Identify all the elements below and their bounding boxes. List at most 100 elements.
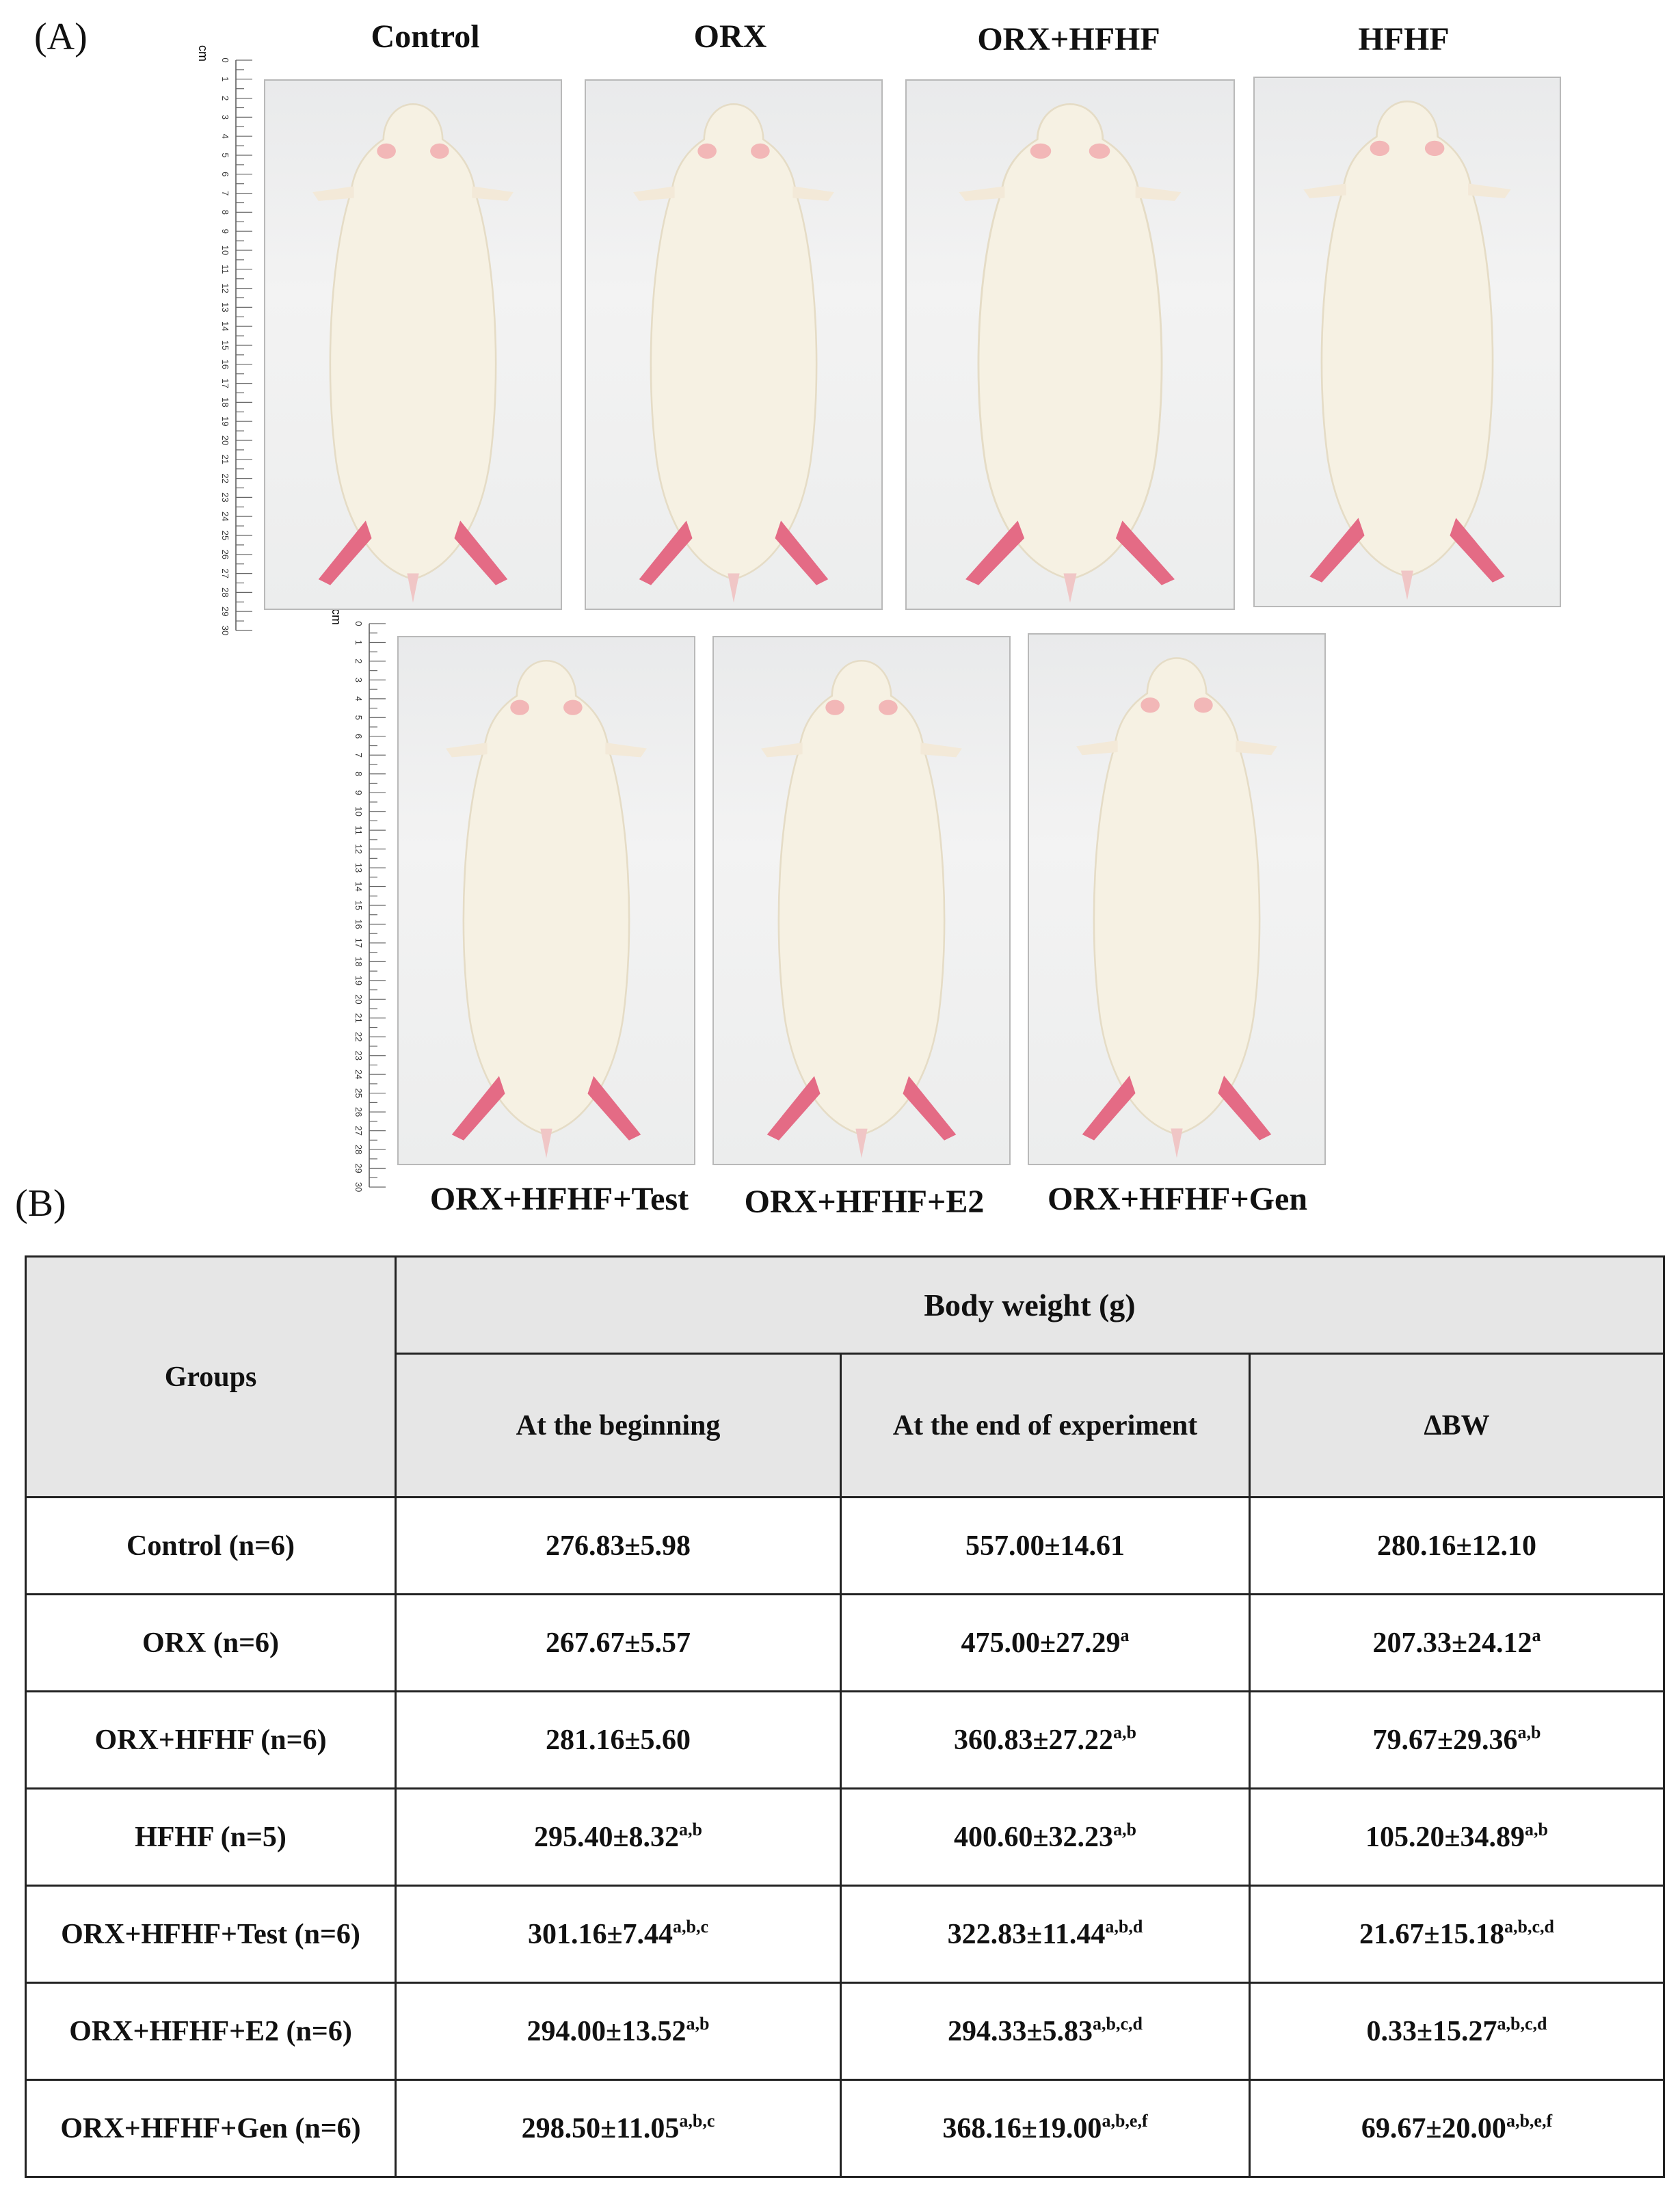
ruler-tick-label: 3 — [354, 678, 364, 682]
row-group-cell-value: Control (n=6) — [126, 1530, 295, 1562]
ruler-tick-label: 5 — [220, 152, 230, 157]
ruler-tick-label: 4 — [220, 134, 230, 139]
ruler-tick-label: 11 — [220, 265, 230, 274]
ruler-bottom: cm 0 1 2 3 4 5 6 7 8 9 10 11 12 13 14 15 16 17 18 19 20 21 22 23… — [328, 606, 390, 1208]
ruler-tick-label: 18 — [220, 397, 230, 407]
row-dbw-cell: 280.16±12.10 — [1249, 1496, 1665, 1595]
row-begin-cell: 295.40±8.32a,b — [395, 1787, 842, 1887]
row-group-cell-value: ORX+HFHF+Gen (n=6) — [60, 2112, 361, 2144]
ruler-tick-label: 18 — [354, 957, 364, 966]
row-begin-cell: 281.16±5.60 — [395, 1690, 842, 1790]
ruler-tick-label: 28 — [220, 587, 230, 597]
body-weight-table: Groups Body weight (g) At the beginning … — [25, 1255, 1665, 2178]
photo-control — [264, 79, 562, 610]
ruler-tick-label: 25 — [220, 531, 230, 540]
ruler-tick-label: 7 — [220, 191, 230, 196]
row-end-cell-value: 322.83±11.44 — [947, 1918, 1106, 1950]
ruler-tick-label: 14 — [220, 321, 230, 331]
col-header-end: At the end of experiment — [840, 1353, 1251, 1498]
row-begin-cell: 267.67±5.57 — [395, 1593, 842, 1692]
ruler-tick-label: 2 — [354, 658, 364, 663]
row-group-cell: ORX+HFHF+E2 (n=6) — [25, 1982, 397, 2081]
ruler-tick-label: 25 — [354, 1088, 364, 1098]
ruler-tick-label: 0 — [220, 57, 230, 62]
ruler-tick-label: 17 — [354, 938, 364, 948]
row-begin-cell-value: 295.40±8.32 — [533, 1821, 680, 1853]
ruler-tick-label: 10 — [220, 245, 230, 255]
ruler-unit-label: cm — [196, 45, 210, 62]
row-dbw-cell-value: 207.33±24.12 — [1372, 1627, 1532, 1659]
row-group-cell-value: ORX+HFHF (n=6) — [94, 1724, 327, 1756]
row-dbw-cell: 0.33±15.27a,b,c,d — [1249, 1982, 1665, 2081]
photo-orx-hfhf-test — [397, 636, 695, 1165]
table-row: ORX+HFHF+Gen (n=6) 298.50±11.05a,b,c 368.1… — [25, 2079, 1665, 2178]
photo-orx-hfhf — [905, 79, 1235, 610]
row-dbw-cell-value: 0.33±15.27 — [1366, 2015, 1497, 2047]
rat-silhouette — [1076, 657, 1277, 1158]
ruler-tick-label: 26 — [354, 1107, 364, 1117]
col-header-dbw: ΔBW — [1249, 1353, 1665, 1498]
table-row: ORX (n=6) 267.67±5.57 475.00±27.29a 207.33±… — [25, 1593, 1665, 1692]
row-dbw-cell: 21.67±15.18a,b,c,d — [1249, 1885, 1665, 1984]
ruler-tick-label: 13 — [220, 302, 230, 312]
ruler-top: cm 0 1 2 3 4 5 6 7 8 9 10 11 12 13 14 15 16 17 18 19 20 21 22 23… — [195, 42, 256, 651]
group-label-hfhf: HFHF — [1358, 21, 1450, 57]
row-dbw-cell-superscript: a — [1532, 1625, 1541, 1645]
ruler-tick-label: 15 — [354, 901, 364, 910]
table-row: ORX+HFHF (n=6) 281.16±5.60 360.83±27.22 a,b… — [25, 1690, 1665, 1790]
row-begin-cell: 276.83±5.98 — [395, 1496, 842, 1595]
ruler-tick-label: 27 — [220, 568, 230, 578]
row-end-cell-value: 294.33±5.83 — [947, 2015, 1093, 2047]
ruler-tick-label: 4 — [354, 696, 364, 701]
row-end-cell-value: 360.83±27.22 — [953, 1724, 1114, 1756]
ruler-tick-label: 24 — [220, 511, 230, 521]
row-begin-cell: 301.16±7.44a,b,c — [395, 1885, 842, 1984]
row-group-cell-value: HFHF (n=5) — [135, 1821, 286, 1853]
rat-silhouette — [761, 659, 962, 1158]
ruler-tick-label: 19 — [220, 416, 230, 426]
table-row: ORX+HFHF+Test (n=6) 301.16±7.44a,b,c 322.8… — [25, 1885, 1665, 1984]
table-row: Control (n=6) 276.83±5.98 557.00±14.61 280.… — [25, 1496, 1665, 1595]
row-end-cell-superscript: a,b,c,d — [1093, 2013, 1143, 2034]
ruler-tick-label: 1 — [354, 640, 364, 645]
row-dbw-cell-value: 69.67±20.00 — [1361, 2112, 1506, 2144]
row-dbw-cell-superscript: a,b — [1525, 1819, 1549, 1839]
ruler-tick-label: 5 — [354, 715, 364, 720]
ruler-tick-label: 17 — [220, 378, 230, 388]
row-begin-cell-value: 294.00±13.52 — [526, 2015, 686, 2047]
ruler-tick-label: 27 — [354, 1126, 364, 1135]
row-group-cell: ORX+HFHF+Test (n=6) — [25, 1885, 397, 1984]
row-dbw-cell: 69.67±20.00a,b,e,f — [1249, 2079, 1665, 2178]
ruler-tick-label: 22 — [220, 473, 230, 483]
row-dbw-cell-superscript: a,b,c,d — [1497, 2013, 1547, 2034]
row-begin-cell-value: 276.83±5.98 — [545, 1530, 691, 1562]
row-group-cell-value: ORX (n=6) — [142, 1627, 280, 1659]
group-label-orx-hfhf-gen: ORX+HFHF+Gen — [1047, 1181, 1308, 1217]
row-dbw-cell-value: 280.16±12.10 — [1376, 1530, 1537, 1562]
ruler-tick-label: 24 — [354, 1069, 364, 1079]
row-group-cell: Control (n=6) — [25, 1496, 397, 1595]
row-end-cell-superscript: a,b,d — [1105, 1916, 1143, 1937]
row-dbw-cell: 79.67±29.36a,b — [1249, 1690, 1665, 1790]
ruler-tick-label: 12 — [354, 844, 364, 853]
ruler-tick-label: 21 — [354, 1013, 364, 1023]
table-row: HFHF (n=5) 295.40±8.32a,b 400.60±32.23a,b 1… — [25, 1787, 1665, 1887]
photo-orx-hfhf-e2 — [712, 636, 1011, 1165]
row-dbw-cell-superscript: a,b — [1517, 1722, 1541, 1742]
row-dbw-cell-value: 79.67±29.36 — [1372, 1724, 1518, 1756]
table-row: ORX+HFHF+E2 (n=6) 294.00±13.52a,b 294.33±5… — [25, 1982, 1665, 2081]
ruler-tick-label: 26 — [220, 550, 230, 559]
row-end-cell-superscript: a — [1120, 1625, 1130, 1645]
row-begin-cell-superscript: a,b — [679, 1819, 703, 1839]
ruler-tick-label: 22 — [354, 1032, 364, 1041]
panel-b-label: (B) — [15, 1182, 66, 1225]
body-weight-header: Body weight (g) — [395, 1255, 1665, 1355]
ruler-tick-label: 29 — [354, 1163, 364, 1173]
ruler-tick-label: 28 — [354, 1145, 364, 1154]
ruler-tick-label: 9 — [220, 229, 230, 234]
row-end-cell-value: 368.16±19.00 — [942, 2112, 1102, 2144]
ruler-tick-label: 13 — [354, 863, 364, 873]
group-label-orx-hfhf: ORX+HFHF — [977, 21, 1160, 57]
row-end-cell: 294.33±5.83a,b,c,d — [840, 1982, 1251, 2081]
ruler-tick-label: 12 — [220, 283, 230, 293]
